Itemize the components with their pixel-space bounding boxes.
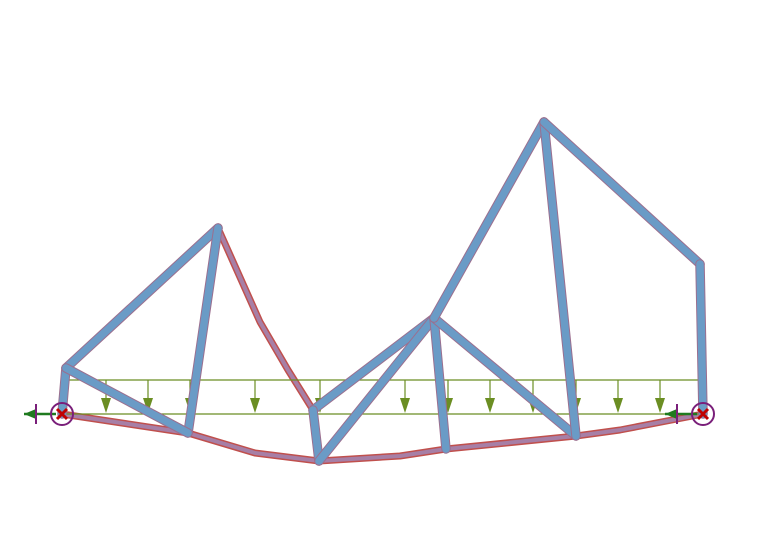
cable-layer bbox=[58, 224, 707, 465]
reaction-r1-arrowhead bbox=[24, 409, 36, 419]
reaction-r2-arrowhead bbox=[665, 409, 677, 419]
load-arrow-head-12 bbox=[655, 398, 665, 413]
cable-c4 bbox=[444, 434, 578, 451]
member-m4 bbox=[62, 364, 192, 437]
cable-c2 bbox=[186, 431, 321, 463]
load-arrow-head-1 bbox=[101, 398, 111, 413]
member-m1 bbox=[58, 364, 70, 418]
cable-c3 bbox=[317, 447, 448, 463]
support-s1-ring bbox=[50, 402, 74, 426]
load-arrow-head-6 bbox=[400, 398, 410, 413]
member-m12 bbox=[540, 118, 704, 268]
cable-c6 bbox=[216, 226, 315, 412]
load-arrow-head-11 bbox=[613, 398, 623, 413]
member-m8 bbox=[430, 314, 450, 453]
load-arrow-head-2 bbox=[143, 398, 153, 413]
cable-c5 bbox=[574, 412, 705, 438]
member-m13 bbox=[696, 260, 707, 418]
support-layer bbox=[24, 402, 715, 426]
cable-c1 bbox=[60, 412, 190, 435]
member-m5 bbox=[309, 314, 438, 414]
member-m2 bbox=[62, 224, 222, 372]
member-m3 bbox=[184, 224, 222, 437]
member-m6 bbox=[309, 406, 323, 465]
load-arrow-head-8 bbox=[485, 398, 495, 413]
member-m7 bbox=[315, 314, 438, 465]
support-s1-pin bbox=[55, 407, 69, 421]
support-s2-pin bbox=[696, 407, 710, 421]
member-layer bbox=[57, 117, 708, 466]
member-m10 bbox=[430, 118, 548, 322]
member-m11 bbox=[540, 118, 580, 440]
member-m9 bbox=[430, 314, 580, 440]
load-arrow-head-4 bbox=[250, 398, 260, 413]
support-s2-ring bbox=[691, 402, 715, 426]
